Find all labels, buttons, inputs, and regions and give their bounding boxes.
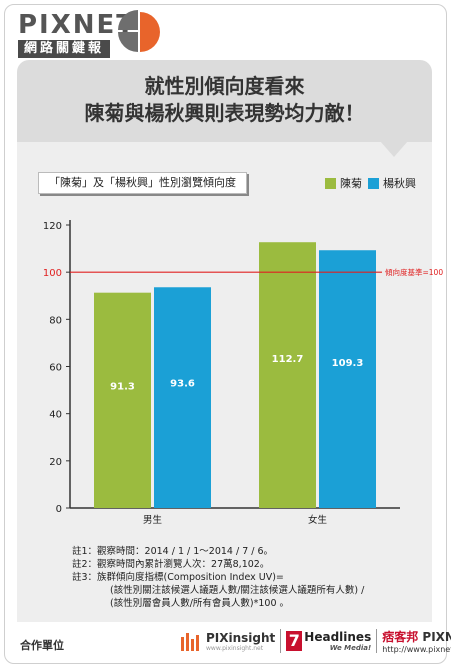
y-tick-label: 20 — [49, 457, 62, 468]
pie-logo-icon — [118, 10, 160, 52]
y-tick-label: 120 — [43, 221, 62, 232]
footnotes: 註1：觀察時間：2014 / 1 / 1～2014 / 7 / 6。 註2：觀察… — [72, 545, 364, 610]
pixinsight-url: www.pixinsight.net — [206, 644, 264, 652]
y-tick-label: 80 — [49, 315, 62, 326]
note-1: 註1：觀察時間：2014 / 1 / 1～2014 / 7 / 6。 — [72, 546, 274, 557]
pixinsight-name: PIXinsight — [206, 630, 276, 645]
brand-subtitle: 網路關鍵報告 — [18, 40, 110, 74]
legend-swatch-series-2 — [368, 177, 379, 189]
pixnet-logo: 痞客邦 PIXNET http://www.pixnet.net/ — [382, 628, 451, 654]
legend-item-series-1: 陳菊 — [325, 175, 362, 191]
reference-line-label: 傾向度基準=100 — [385, 267, 443, 277]
y-tick-label: 100 — [43, 268, 62, 279]
y-tick-label: 40 — [49, 410, 62, 421]
divider — [376, 629, 378, 653]
note-3: 註3：族群傾向度指標(Composition Index UV)= — [72, 572, 284, 583]
pixnet-url: http://www.pixnet.net/ — [382, 645, 451, 654]
headline-line-1: 就性別傾向度看來 — [144, 74, 305, 98]
data-label: 109.3 — [332, 358, 364, 369]
y-tick-label: 0 — [56, 504, 62, 515]
bar-1-1 — [94, 292, 151, 508]
bar-chart: 0 20 40 60 80 100 120 91.3 93.6 男生 112.7 109.3 女生 傾向度… — [43, 220, 443, 526]
brand-logo: PIXNET — [18, 10, 137, 40]
pixnet-name: PIXNET — [422, 630, 451, 644]
data-label: 91.3 — [110, 382, 135, 393]
legend-label-series-1: 陳菊 — [340, 177, 362, 190]
note-3-formula-line-1: (該性別關注該候選人議題人數/關注該候選人議題所有人數) / — [110, 585, 365, 596]
bar-2-2 — [319, 250, 376, 508]
legend-label-series-2: 楊秋興 — [383, 177, 416, 190]
page-headline: 就性別傾向度看來 陳菊與楊秋興則表現勢均力敵！ — [17, 73, 432, 127]
headline-line-2: 陳菊與楊秋興則表現勢均力敵！ — [84, 101, 365, 125]
x-tick-label: 男生 — [143, 514, 163, 526]
y-tick-label: 60 — [49, 363, 62, 374]
note-2: 註2：觀察時間內累計瀏覽人次：27萬8,102。 — [72, 559, 270, 570]
bar-1-2 — [259, 242, 316, 509]
headline-box — [17, 60, 432, 142]
seven-headlines-mark: 7 — [286, 631, 303, 651]
partner-label: 合作單位 — [20, 639, 64, 652]
data-label: 112.7 — [272, 354, 304, 365]
pixinsight-logo: PIXinsight www.pixinsight.net — [206, 631, 275, 652]
legend-swatch-series-1 — [325, 177, 336, 189]
divider — [280, 629, 282, 653]
headline-notch — [380, 141, 408, 157]
bar-2-1 — [154, 287, 211, 508]
pixnet-cn-name: 痞客邦 — [382, 630, 419, 644]
note-3-formula-line-2: (該性別層會員人數/所有會員人數)*100 。 — [110, 598, 290, 609]
headlines-tagline: We Media! — [329, 644, 372, 652]
chart-title: 「陳菊」及「楊秋興」性別瀏覽傾向度 — [38, 172, 247, 194]
x-tick-label: 女生 — [308, 514, 328, 526]
headlines-name: Headlines — [304, 630, 372, 644]
headlines-logo: Headlines We Media! — [304, 630, 371, 652]
pixinsight-bars-icon — [181, 633, 199, 651]
partner-logos: PIXinsight www.pixinsight.net 7 Headline… — [180, 626, 451, 656]
legend-item-series-2: 楊秋興 — [368, 175, 416, 191]
data-label: 93.6 — [170, 379, 195, 390]
